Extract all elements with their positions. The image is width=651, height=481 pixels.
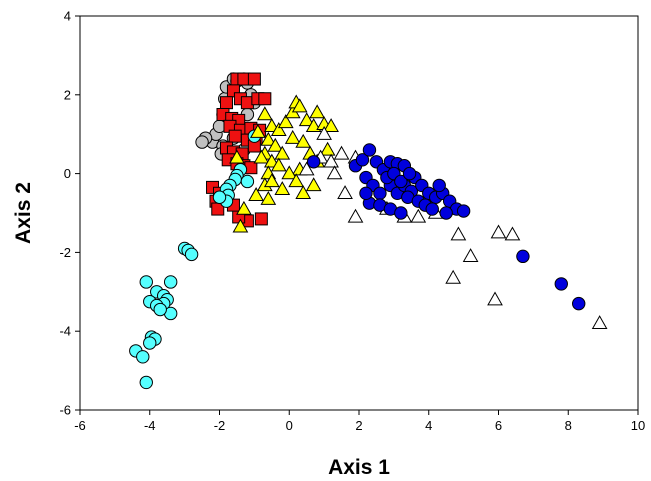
- data-point-series-4: [267, 137, 284, 152]
- data-point-series-4: [260, 190, 277, 205]
- y-tick-label: 0: [64, 166, 71, 181]
- data-point-series-6: [516, 249, 530, 264]
- data-point-series-3: [143, 336, 157, 350]
- y-axis-ticks: -6 -4 -2 0 2 4: [59, 9, 80, 418]
- data-point-series-5: [450, 226, 467, 241]
- x-tick-label: -4: [144, 418, 156, 433]
- y-tick-label: 4: [64, 9, 71, 24]
- y-axis-title: Axis 2: [12, 182, 35, 244]
- data-point-series-3: [212, 190, 227, 204]
- data-point-series-5: [487, 291, 503, 306]
- data-point-series-4: [323, 118, 339, 133]
- data-point-series-5: [410, 208, 427, 223]
- data-point-series-3: [136, 350, 150, 364]
- data-point-series-2: [247, 72, 261, 86]
- data-point-series-4: [288, 173, 305, 188]
- data-point-series-5: [490, 224, 507, 239]
- data-point-series-4: [305, 177, 322, 192]
- y-tick-label: 2: [64, 87, 71, 102]
- x-tick-label: 8: [565, 418, 572, 433]
- data-point-series-4: [248, 187, 264, 201]
- data-point-series-2: [228, 129, 242, 143]
- data-point-series-6: [456, 204, 471, 218]
- data-point-series-4: [295, 185, 312, 199]
- data-point-series-6: [572, 296, 586, 311]
- plot-frame: [79, 15, 639, 411]
- x-tick-label: 6: [495, 418, 502, 433]
- data-point-series-4: [319, 141, 336, 156]
- data-point-series-2: [219, 96, 233, 110]
- data-point-series-5: [347, 208, 364, 223]
- data-point-series-4: [250, 124, 266, 138]
- data-point-series-6: [394, 174, 408, 189]
- data-point-series-4: [291, 98, 308, 113]
- data-point-series-2: [254, 212, 268, 226]
- data-point-series-2: [258, 92, 272, 106]
- data-point-series-3: [163, 275, 178, 289]
- data-point-series-3: [139, 275, 153, 289]
- data-point-series-4: [295, 133, 312, 148]
- data-point-series-5: [591, 315, 608, 330]
- x-tick-label: 10: [631, 418, 645, 433]
- data-point-series-4: [260, 131, 277, 146]
- data-point-series-4: [309, 104, 326, 119]
- data-point-series-5: [316, 125, 332, 140]
- data-point-series-4: [229, 149, 245, 164]
- data-points: [129, 72, 608, 390]
- data-point-series-6: [394, 206, 408, 220]
- data-point-series-5: [445, 269, 462, 284]
- y-tick-label: -6: [59, 403, 71, 418]
- data-point-series-6: [425, 202, 439, 216]
- data-point-series-6: [432, 178, 446, 193]
- data-point-series-5: [298, 161, 315, 176]
- data-point-series-3: [153, 302, 167, 317]
- data-point-series-4: [298, 112, 315, 127]
- data-point-series-6: [362, 143, 377, 157]
- data-point-series-4: [277, 114, 294, 129]
- data-point-series-6: [554, 277, 568, 291]
- data-point-series-4: [284, 129, 301, 144]
- x-tick-label: -2: [214, 418, 226, 433]
- data-point-series-4: [253, 149, 270, 164]
- x-axis-title: Axis 1: [328, 456, 390, 479]
- data-point-series-6: [373, 186, 387, 201]
- data-point-series-5: [462, 248, 479, 263]
- data-point-series-6: [306, 155, 321, 169]
- x-tick-label: 4: [425, 418, 432, 433]
- data-point-series-6: [402, 166, 417, 181]
- y-tick-label: -4: [59, 324, 71, 339]
- data-point-series-6: [355, 153, 370, 167]
- x-tick-label: 0: [286, 418, 293, 433]
- data-point-series-6: [439, 206, 453, 220]
- data-point-series-5: [333, 145, 350, 160]
- data-point-series-1: [195, 135, 209, 149]
- data-point-series-4: [281, 165, 298, 180]
- y-tick-label: -2: [59, 245, 71, 260]
- data-point-series-4: [236, 200, 252, 215]
- data-point-series-4: [274, 181, 291, 196]
- x-axis-ticks: -6 -4 -2 0 2 4 6 8 10: [74, 410, 645, 433]
- data-point-series-5: [323, 153, 339, 168]
- data-point-series-3: [184, 247, 199, 262]
- data-point-series-5: [326, 165, 343, 180]
- data-point-series-4: [274, 145, 291, 160]
- data-point-series-3: [240, 174, 255, 189]
- x-tick-label: 2: [355, 418, 362, 433]
- data-point-series-4: [270, 157, 287, 172]
- data-point-series-4: [305, 118, 322, 133]
- data-point-series-5: [504, 226, 521, 241]
- data-point-series-6: [359, 186, 373, 201]
- data-point-series-4: [270, 122, 287, 136]
- x-tick-label: -6: [74, 418, 86, 433]
- data-point-series-5: [337, 185, 353, 199]
- data-point-series-4: [263, 173, 280, 188]
- data-point-series-4: [256, 106, 273, 121]
- data-point-series-4: [232, 218, 249, 233]
- data-point-series-3: [139, 375, 153, 390]
